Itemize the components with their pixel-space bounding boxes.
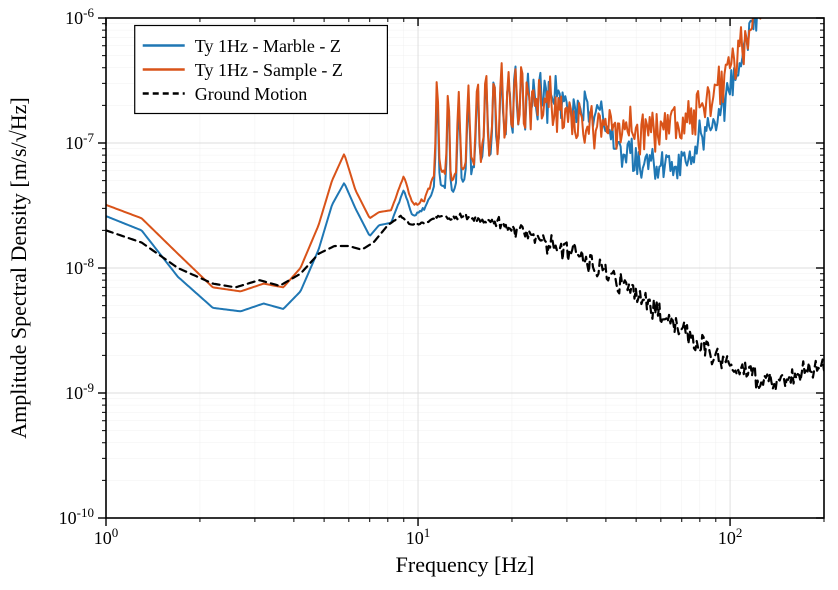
legend-item-label: Ty 1Hz - Sample - Z bbox=[195, 60, 343, 80]
axis-tick-label: 10-8 bbox=[65, 255, 94, 279]
legend: Ty 1Hz - Marble - Z Ty 1Hz - Sample - Z Gr… bbox=[135, 26, 388, 114]
legend-item-label: Ty 1Hz - Marble - Z bbox=[195, 36, 341, 56]
axis-tick-label: 10-9 bbox=[65, 380, 94, 404]
axis-tick-label: 101 bbox=[406, 525, 431, 549]
asd-chart: 100 101 102 10-10 10-9 10-8 10-7 10-6 Frequency … bbox=[0, 0, 838, 590]
axis-tick-label: 10-10 bbox=[59, 505, 94, 529]
x-axis-label: Frequency [Hz] bbox=[396, 552, 535, 577]
legend-item-label: Ground Motion bbox=[195, 84, 308, 104]
axis-tick-label: 10-6 bbox=[65, 5, 94, 29]
y-axis-label: Amplitude Spectral Density [m/s/√Hz] bbox=[6, 97, 31, 438]
axis-tick-label: 10-7 bbox=[65, 130, 94, 154]
axis-tick-label: 100 bbox=[94, 525, 119, 549]
axis-tick-label: 102 bbox=[718, 525, 743, 549]
